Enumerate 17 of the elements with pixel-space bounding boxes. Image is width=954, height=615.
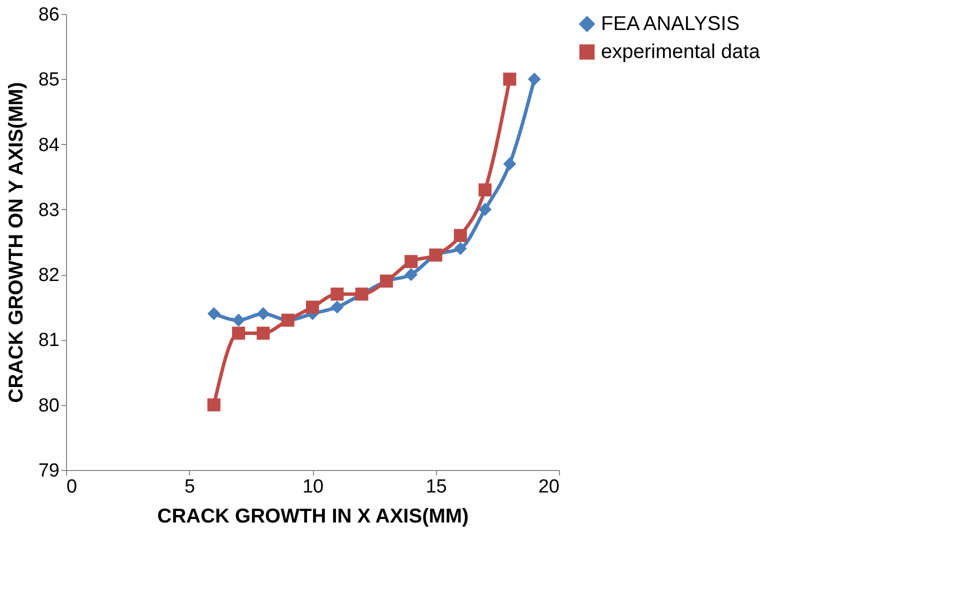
y-tick-label: 85 bbox=[38, 70, 60, 91]
y-tick-label: 80 bbox=[38, 395, 60, 416]
y-tick-label: 86 bbox=[38, 4, 60, 26]
y-tick-label: 83 bbox=[38, 200, 60, 221]
y-axis-title: CRACK GROWTH ON Y AXIS(MM) bbox=[5, 82, 28, 403]
y-tick-label: 81 bbox=[38, 330, 60, 352]
x-tick-label: 0 bbox=[66, 476, 78, 498]
x-tick-label: 5 bbox=[184, 476, 196, 498]
y-tick-label: 79 bbox=[38, 460, 60, 482]
x-tick-label: 15 bbox=[426, 476, 447, 498]
x-axis-title: CRACK GROWTH IN X AXIS(MM) bbox=[157, 506, 469, 528]
x-tick-label: 20 bbox=[538, 476, 560, 498]
legend-label: experimental data bbox=[601, 41, 761, 63]
y-tick-label: 82 bbox=[38, 265, 60, 286]
y-tick-label: 84 bbox=[38, 134, 60, 156]
legend-label: FEA ANALYSIS bbox=[601, 13, 740, 35]
x-tick-label: 10 bbox=[302, 476, 324, 498]
